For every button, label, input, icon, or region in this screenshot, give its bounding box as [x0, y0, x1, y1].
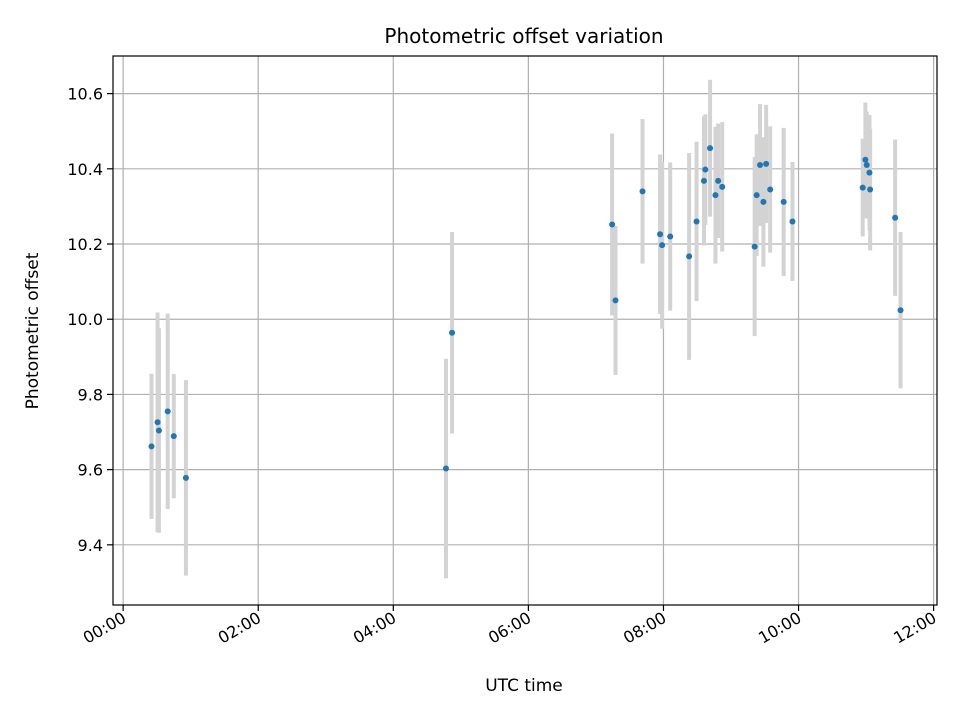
data-point — [154, 419, 161, 426]
y-tick-label: 9.8 — [78, 385, 103, 404]
y-tick-label: 10.4 — [67, 160, 103, 179]
data-point — [702, 166, 709, 173]
data-point — [659, 242, 666, 249]
data-point — [897, 307, 904, 314]
data-point — [867, 186, 874, 193]
data-point — [789, 218, 796, 225]
data-point — [866, 169, 873, 176]
data-point — [686, 253, 693, 260]
grid — [113, 56, 937, 605]
data-point — [657, 231, 664, 238]
data-point — [863, 162, 870, 169]
data-point — [449, 329, 456, 336]
y-tick-label: 9.4 — [78, 536, 103, 555]
data-point — [667, 233, 674, 240]
data-point — [707, 145, 714, 152]
data-point — [862, 156, 869, 163]
data-point — [693, 218, 700, 225]
data-point — [170, 433, 177, 440]
data-point — [712, 192, 719, 199]
y-axis-label: Photometric offset — [23, 252, 43, 409]
data-points — [148, 145, 904, 481]
y-tick-label: 10.2 — [67, 235, 103, 254]
chart-title: Photometric offset variation — [384, 24, 663, 48]
data-point — [639, 188, 646, 195]
data-point — [859, 184, 866, 191]
data-point — [763, 160, 770, 167]
data-point — [757, 162, 764, 169]
data-point — [780, 198, 787, 205]
data-point — [609, 221, 616, 228]
y-tick-label: 10.6 — [67, 85, 103, 104]
data-point — [612, 297, 619, 304]
data-point — [155, 427, 162, 434]
data-point — [767, 186, 774, 193]
data-point — [182, 474, 189, 481]
plot-frame — [112, 55, 938, 606]
data-point — [148, 443, 155, 450]
data-point — [442, 465, 449, 472]
x-axis-label: UTC time — [485, 676, 563, 696]
data-point — [164, 408, 171, 415]
y-axis-ticks: 9.4 9.6 9.8 10.0 10.2 10.4 10.6 — [67, 85, 113, 555]
data-point — [753, 192, 760, 199]
data-point — [700, 177, 707, 184]
data-point — [751, 243, 758, 250]
data-point — [715, 177, 722, 184]
data-point — [760, 198, 767, 205]
data-point — [719, 183, 726, 190]
data-point — [892, 214, 899, 221]
y-tick-label: 9.6 — [78, 461, 103, 480]
y-tick-label: 10.0 — [67, 310, 103, 329]
